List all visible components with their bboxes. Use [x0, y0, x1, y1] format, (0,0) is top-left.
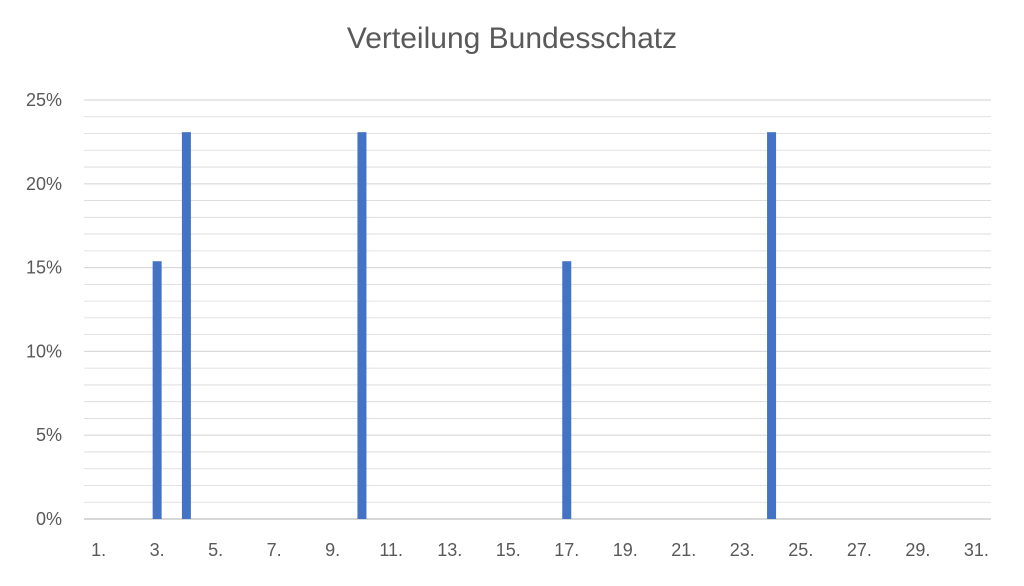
bars — [152, 132, 777, 519]
y-tick-label: 0% — [36, 509, 62, 529]
x-tick-label: 9. — [325, 540, 340, 560]
x-tick-label: 31. — [964, 540, 989, 560]
x-tick-label: 21. — [671, 540, 696, 560]
y-axis-ticks: 0% 5% 10% 15% 20% 25% — [26, 90, 62, 529]
x-tick-label: 25. — [788, 540, 813, 560]
bar-10 — [357, 132, 367, 519]
x-tick-label: 1. — [91, 540, 106, 560]
x-axis-ticks: 1. 3. 5. 7. 9. 11. 13. 15. 17. 19. 21. 23. 25. 27. 29.… — [91, 540, 989, 560]
bar-3 — [152, 261, 162, 519]
gridlines — [84, 99, 991, 520]
chart-title: Verteilung Bundesschatz — [346, 22, 678, 55]
x-tick-label: 13. — [437, 540, 462, 560]
x-tick-label: 7. — [267, 540, 282, 560]
x-tick-label: 19. — [613, 540, 638, 560]
x-tick-label: 29. — [905, 540, 930, 560]
x-tick-label: 23. — [730, 540, 755, 560]
x-tick-label: 5. — [208, 540, 223, 560]
x-tick-label: 27. — [847, 540, 872, 560]
x-tick-label: 3. — [150, 540, 165, 560]
x-tick-label: 17. — [554, 540, 579, 560]
y-tick-label: 15% — [26, 258, 62, 278]
x-tick-label: 15. — [496, 540, 521, 560]
y-tick-label: 10% — [26, 341, 62, 361]
x-tick-label: 11. — [379, 540, 403, 560]
bar-17 — [562, 261, 572, 519]
y-tick-label: 25% — [26, 90, 62, 110]
bar-24 — [767, 132, 777, 519]
y-tick-label: 20% — [26, 174, 62, 194]
y-tick-label: 5% — [36, 425, 62, 445]
bar-4 — [181, 132, 191, 519]
